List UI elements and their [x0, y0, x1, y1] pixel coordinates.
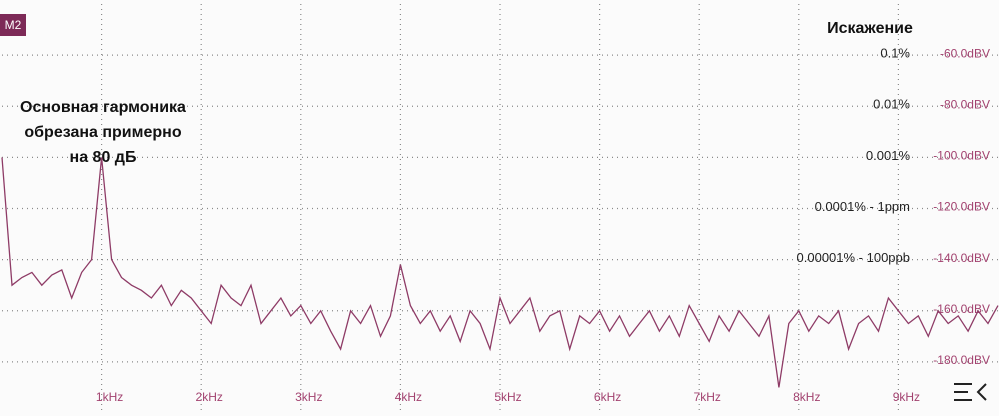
- y-tick-label: -100.0dBV: [933, 149, 990, 163]
- x-tick-label: 1kHz: [96, 390, 123, 404]
- x-tick-label: 7kHz: [694, 390, 721, 404]
- x-tick-label: 3kHz: [295, 390, 322, 404]
- distortion-label: 0.01%: [873, 97, 910, 112]
- y-tick-label: -80.0dBV: [940, 97, 990, 111]
- distortion-label: 0.001%: [866, 148, 911, 163]
- distortion-label: 0.1%: [880, 46, 910, 61]
- x-tick-label: 5kHz: [494, 390, 521, 404]
- y-tick-label: -160.0dBV: [933, 302, 990, 316]
- spectrum-line: [1, 157, 999, 388]
- y-tick-label: -120.0dBV: [933, 200, 990, 214]
- x-tick-label: 6kHz: [594, 390, 621, 404]
- distortion-label: 0.00001% - 100ppb: [797, 250, 910, 265]
- y-tick-label: -140.0dBV: [933, 251, 990, 265]
- x-tick-label: 4kHz: [395, 390, 422, 404]
- y-tick-label: -180.0dBV: [933, 353, 990, 367]
- x-tick-label: 2kHz: [196, 390, 223, 404]
- y-tick-label: -60.0dBV: [940, 46, 990, 60]
- badge-box: [0, 14, 26, 36]
- x-tick-label: 8kHz: [793, 390, 820, 404]
- badge: M2: [5, 18, 22, 32]
- menu-icon[interactable]: [954, 383, 987, 401]
- distortion-title: Искажение: [827, 20, 913, 37]
- distortion-label: 0.0001% - 1ppm: [815, 199, 910, 214]
- annotation: Основная гармоника: [20, 99, 186, 116]
- annotation: обрезана примерно: [24, 124, 181, 141]
- annotation: на 80 дБ: [70, 149, 137, 166]
- x-tick-label: 9kHz: [893, 390, 920, 404]
